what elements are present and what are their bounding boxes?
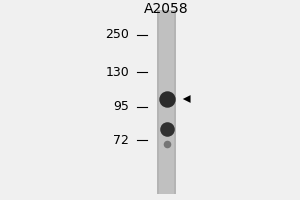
Text: 72: 72 — [113, 134, 129, 146]
Bar — [157, 10, 159, 194]
Point — [164, 142, 169, 146]
Text: A2058: A2058 — [144, 2, 189, 16]
Text: 130: 130 — [105, 66, 129, 78]
Point — [164, 127, 169, 131]
Text: 95: 95 — [113, 100, 129, 114]
Bar — [174, 10, 176, 194]
Point — [164, 97, 169, 101]
Bar — [157, 10, 176, 194]
Text: 250: 250 — [105, 28, 129, 42]
